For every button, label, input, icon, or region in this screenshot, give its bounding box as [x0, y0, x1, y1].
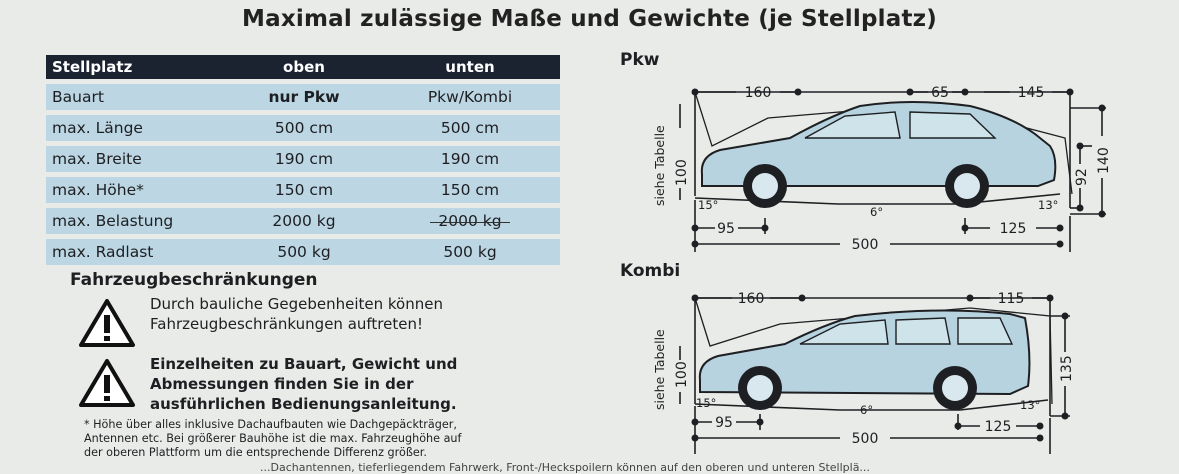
pkw-angle-mid: 6°	[870, 205, 883, 219]
header-stellplatz: Stellplatz	[52, 58, 133, 76]
cell-unten: Pkw/Kombi	[427, 88, 513, 106]
header-oben: oben	[283, 58, 325, 76]
dimensions-table: Stellplatz oben unten Bauart nur Pkw Pkw…	[46, 50, 560, 270]
cell-oben: nur Pkw	[268, 88, 340, 106]
struck-value: 2000 kg	[438, 212, 502, 230]
header-unten: unten	[445, 58, 495, 76]
row-label: Bauart	[52, 88, 104, 106]
pkw-dim-right-2: 140	[1096, 147, 1112, 174]
pkw-dim-bottom-rear: 125	[1000, 221, 1027, 237]
pkw-dim-right-1: 92	[1074, 168, 1090, 186]
kombi-angle-front: 15°	[696, 396, 716, 410]
kombi-dim-total: 500	[852, 431, 879, 447]
restrictions-heading: Fahrzeugbeschränkungen	[70, 270, 318, 290]
cell-unten: 190 cm	[440, 150, 500, 168]
pkw-dim-bottom-front: 95	[717, 221, 735, 237]
table-row: max. Belastung 2000 kg 2000 kg	[46, 208, 560, 234]
cell-oben: 500 kg	[277, 243, 331, 261]
table-header-row: Stellplatz oben unten	[46, 55, 560, 79]
table-row: max. Breite 190 cm 190 cm	[46, 146, 560, 172]
page-title: Maximal zulässige Maße und Gewichte (je …	[242, 6, 937, 32]
table-row: max. Höhe* 150 cm 150 cm	[46, 177, 560, 203]
pkw-angle-rear: 13°	[1038, 198, 1058, 212]
pkw-dimension-diagram: 160 65 145 95 125 500 100 92 140 siehe T…	[652, 85, 1112, 253]
cell-unten: 2000 kg	[380, 208, 560, 234]
cell-oben: 2000 kg	[272, 212, 336, 230]
cell-unten: 500 cm	[440, 119, 500, 137]
kombi-dimension-diagram: 160 115 95 125 500 100 135 siehe Tabelle…	[652, 291, 1075, 454]
cell-oben: 500 cm	[274, 119, 334, 137]
kombi-angle-mid: 6°	[860, 403, 873, 417]
row-label: max. Radlast	[52, 243, 154, 261]
pkw-dim-total: 500	[852, 237, 879, 253]
warning-triangle-icon	[79, 359, 135, 407]
warning-text-2: Einzelheiten zu Bauart, Gewicht und Abme…	[150, 355, 458, 413]
row-label: max. Höhe*	[52, 181, 144, 199]
kombi-dim-top-front: 160	[738, 291, 765, 307]
cell-oben: 150 cm	[274, 181, 334, 199]
table-row: max. Radlast 500 kg 500 kg	[46, 239, 560, 265]
pkw-angle-front: 15°	[698, 198, 718, 212]
footnote-cut-off: ...Dachantennen, tieferliegendem Fahrwer…	[260, 461, 870, 474]
pkw-dim-top-front: 160	[745, 85, 772, 101]
row-label: max. Länge	[52, 119, 143, 137]
kombi-dim-left: 100	[674, 361, 690, 388]
pkw-dim-left: 100	[674, 159, 690, 186]
pkw-dim-top-rear: 145	[1018, 85, 1045, 101]
warning-text-1: Durch bauliche Gegebenheiten können Fahr…	[150, 295, 443, 333]
table-row: max. Länge 500 cm 500 cm	[46, 115, 560, 141]
pkw-side-note: siehe Tabelle	[652, 125, 667, 206]
row-label: max. Breite	[52, 150, 142, 168]
pkw-dim-top-mid: 65	[931, 85, 949, 101]
footnote: * Höhe über alles inklusive Dachaufbaute…	[84, 418, 462, 459]
pkw-label: Pkw	[620, 50, 660, 70]
kombi-dim-bottom-front: 95	[715, 415, 733, 431]
kombi-dim-top-rear: 115	[998, 291, 1025, 307]
kombi-dim-bottom-rear: 125	[985, 419, 1012, 435]
warning-triangle-icon	[79, 299, 135, 347]
kombi-label: Kombi	[620, 261, 681, 281]
kombi-dim-right: 135	[1059, 355, 1075, 382]
cell-unten: 150 cm	[440, 181, 500, 199]
cell-oben: 190 cm	[274, 150, 334, 168]
table-row: Bauart nur Pkw Pkw/Kombi	[46, 84, 560, 110]
kombi-side-note: siehe Tabelle	[652, 329, 667, 410]
cell-unten: 500 kg	[443, 243, 497, 261]
kombi-angle-rear: 13°	[1020, 398, 1040, 412]
row-label: max. Belastung	[52, 212, 174, 230]
